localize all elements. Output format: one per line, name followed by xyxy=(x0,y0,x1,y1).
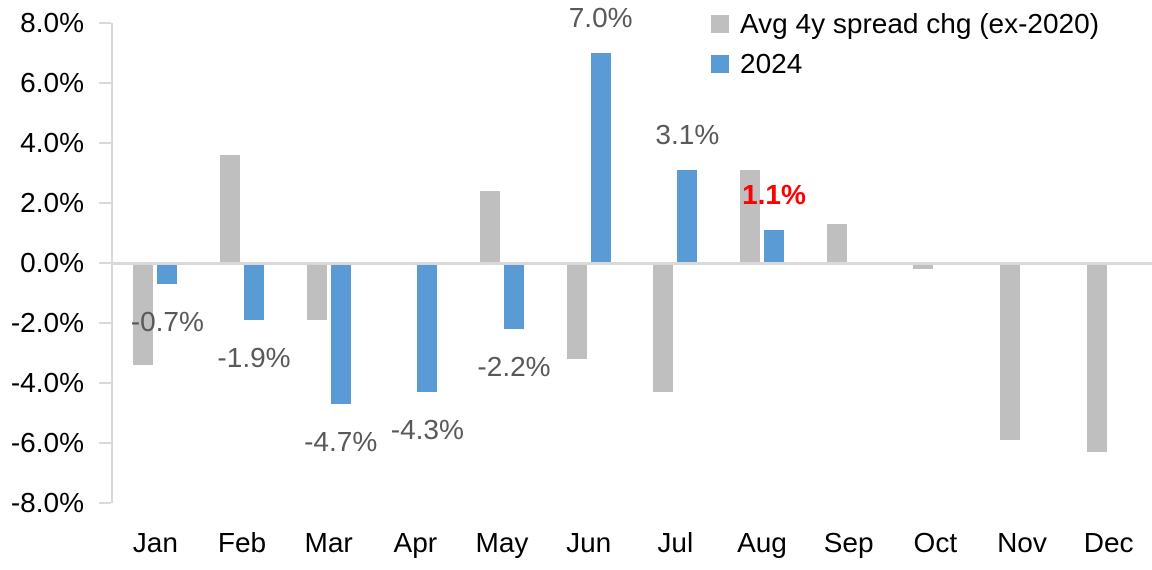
y-tick-mark xyxy=(99,262,111,264)
bar-2024-jun xyxy=(590,53,611,263)
x-tick-label-apr: Apr xyxy=(393,527,438,558)
y-tick-mark xyxy=(99,322,111,324)
y-tick-label: -6.0% xyxy=(10,427,84,458)
bar-2024-aug xyxy=(764,230,784,263)
y-tick-label: 8.0% xyxy=(20,7,84,38)
legend-label-2024: 2024 xyxy=(740,48,803,79)
bar-avg-feb xyxy=(220,155,240,263)
x-tick-label-feb: Feb xyxy=(217,527,267,558)
x-tick-label-aug: Aug xyxy=(737,527,787,558)
y-tick-label: 2.0% xyxy=(20,187,84,218)
x-tick-label-jun: Jun xyxy=(566,527,612,558)
x-tick-label-nov: Nov xyxy=(997,527,1047,558)
data-label-jun: 7.0% xyxy=(568,2,633,33)
data-label-mar: -4.7% xyxy=(304,426,378,457)
bar-avg-nov xyxy=(1000,263,1020,440)
bar-avg-sep xyxy=(826,224,847,263)
bar-avg-oct xyxy=(913,263,934,269)
bar-2024-mar xyxy=(330,263,351,404)
legend: Avg 4y spread chg (ex-2020) 2024 xyxy=(711,4,1099,84)
bar-2024-jul xyxy=(677,170,698,263)
y-tick-mark xyxy=(99,382,111,384)
x-tick-label-jul: Jul xyxy=(657,527,694,558)
x-tick-label-dec: Dec xyxy=(1083,527,1134,558)
y-tick-label: 4.0% xyxy=(20,127,84,158)
legend-item-2024: 2024 xyxy=(711,44,1099,84)
legend-label-avg-4y-spread: Avg 4y spread chg (ex-2020) xyxy=(740,8,1100,39)
data-label-jul: 3.1% xyxy=(655,119,720,150)
bar-2024-jan xyxy=(157,263,178,284)
x-tick-label-sep: Sep xyxy=(823,527,874,558)
zero-line xyxy=(112,262,1152,265)
data-label-feb: -1.9% xyxy=(217,342,291,373)
y-tick-mark xyxy=(99,502,111,504)
y-tick-mark xyxy=(99,142,111,144)
y-tick-label: -4.0% xyxy=(10,367,84,398)
data-label-apr: -4.3% xyxy=(390,414,464,445)
bar-avg-jan xyxy=(133,263,154,365)
y-tick-label: -2.0% xyxy=(10,307,84,338)
bar-avg-jun xyxy=(566,263,587,359)
y-tick-mark xyxy=(99,202,111,204)
legend-item-avg-4y-spread: Avg 4y spread chg (ex-2020) xyxy=(711,4,1099,44)
bar-avg-jul xyxy=(653,263,674,392)
bar-avg-may xyxy=(480,191,500,263)
data-label-aug: 1.1% xyxy=(742,179,806,210)
y-tick-label: -8.0% xyxy=(10,487,84,518)
legend-swatch-blue-icon xyxy=(711,55,729,73)
bar-2024-apr xyxy=(417,263,438,392)
bar-2024-may xyxy=(504,263,524,329)
bar-avg-dec xyxy=(1086,263,1107,452)
x-tick-label-jan: Jan xyxy=(132,527,178,558)
x-tick-label-oct: Oct xyxy=(913,527,958,558)
data-label-jan: -0.7% xyxy=(130,306,204,337)
y-tick-mark xyxy=(99,22,111,24)
bar-avg-mar xyxy=(306,263,327,320)
y-tick-label: 6.0% xyxy=(20,67,84,98)
bar-avg-aug xyxy=(740,170,760,263)
y-tick-mark xyxy=(99,442,111,444)
bar-2024-feb xyxy=(244,263,264,320)
x-tick-label-may: May xyxy=(475,527,529,558)
legend-swatch-gray-icon xyxy=(711,15,729,33)
x-tick-label-mar: Mar xyxy=(304,527,353,558)
y-tick-mark xyxy=(99,82,111,84)
data-label-may: -2.2% xyxy=(477,351,551,382)
y-tick-label: 0.0% xyxy=(20,247,84,278)
